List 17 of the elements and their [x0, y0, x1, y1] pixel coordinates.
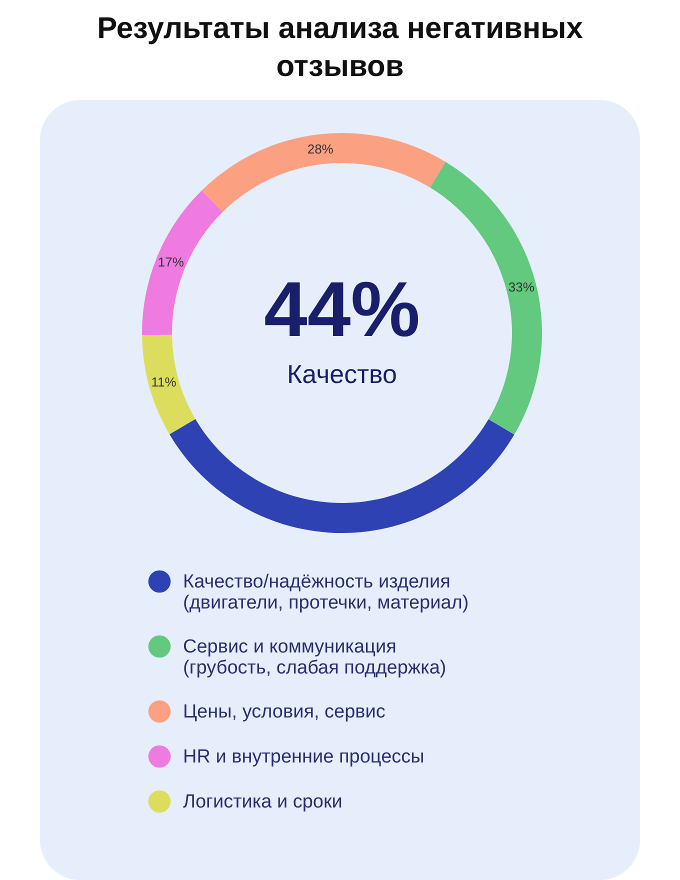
data-label: 11% [151, 374, 177, 390]
legend-label: Логистика и сроки [183, 792, 342, 812]
text: 44% [264, 265, 420, 353]
data-label: 17% [158, 254, 184, 270]
legend-label: Сервис и коммуникация (грубость, слабая поддержка) [183, 636, 446, 678]
legend-label: Цены, условия, сервис [183, 702, 386, 722]
donut-slice [169, 419, 514, 533]
legend-label: HR и внутренние процессы [183, 746, 424, 768]
legend-label: Качество/надёжность изделия (двигатели, протечки, материал) [183, 572, 469, 614]
donut-slice [202, 133, 446, 212]
donut-slice [142, 190, 223, 336]
donut-slice [430, 162, 542, 435]
chart-title: Результаты анализа негативных отзывов [96, 11, 584, 85]
text: Качество [287, 359, 397, 389]
donut-slice [142, 334, 196, 434]
data-label: 28% [307, 141, 334, 156]
data-label: 33% [508, 280, 535, 295]
